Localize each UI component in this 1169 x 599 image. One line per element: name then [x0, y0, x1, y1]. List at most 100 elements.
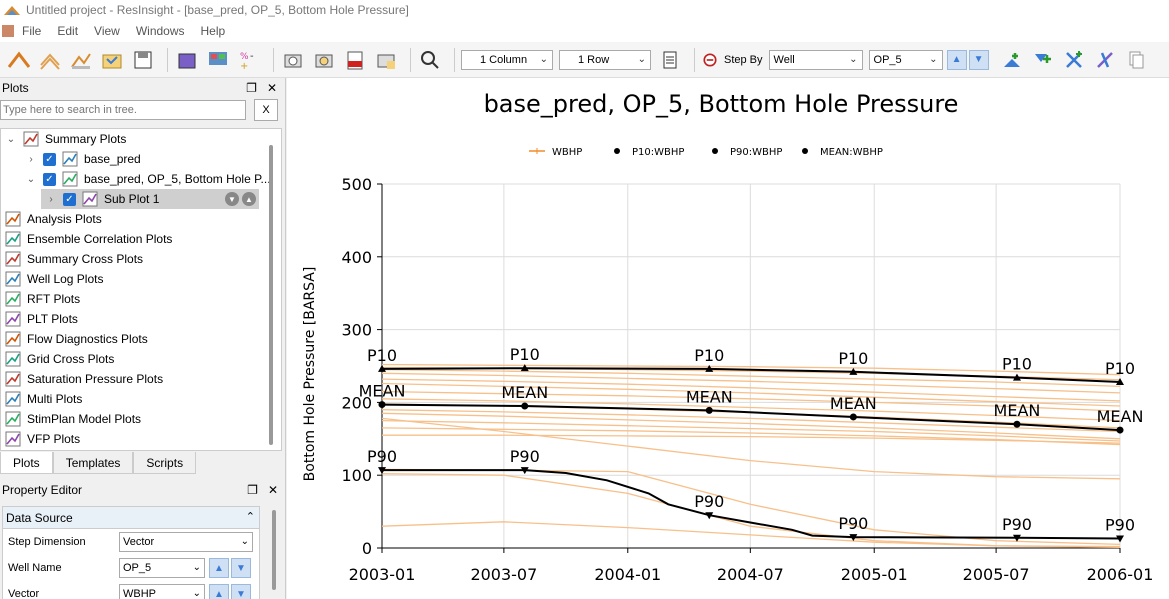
next-well-button[interactable]: ▼ — [968, 49, 989, 70]
copy-button[interactable] — [1123, 47, 1149, 73]
chevron-down-icon[interactable]: ⌄ — [26, 173, 36, 185]
well-name-combo[interactable]: OP_5 ⌄ — [119, 558, 205, 578]
title-bar: Untitled project - ResInsight - [base_pr… — [0, 0, 1169, 20]
x-tick-label: 2006-01 — [1087, 565, 1154, 584]
ensemble-curve — [381, 363, 1121, 376]
plots-dock-header: Plots ❐ ✕ — [0, 78, 285, 98]
plot-type-icon — [5, 391, 21, 407]
well-combo[interactable]: OP_5 ⌄ — [868, 49, 943, 70]
menu-windows[interactable]: Windows — [135, 24, 185, 38]
tree-item[interactable]: › ✓ base_pred — [1, 149, 281, 169]
tree-item[interactable]: Ensemble Correlation Plots — [1, 229, 281, 249]
data-source-header[interactable]: Data Source ⌃ — [3, 507, 259, 529]
step-by-label: Step By — [724, 53, 763, 66]
previous-vector-button[interactable]: ▲ — [209, 584, 229, 599]
data-point — [705, 406, 713, 414]
tree-item[interactable]: Grid Cross Plots — [1, 349, 281, 369]
float-icon[interactable]: ❐ — [246, 81, 257, 95]
tree-item[interactable]: Saturation Pressure Plots — [1, 369, 281, 389]
calculator-button[interactable]: % - + — [236, 47, 262, 73]
ensemble-curve — [381, 427, 1121, 446]
checkbox[interactable]: ✓ — [63, 192, 76, 206]
checkbox[interactable]: ✓ — [43, 152, 56, 166]
y-tick-label: 0 — [362, 539, 372, 558]
columns-combo[interactable]: 1 Column ⌄ — [461, 49, 553, 70]
tree-item[interactable]: ⌄ ✓ base_pred, OP_5, Bottom Hole P... — [1, 169, 281, 189]
add-curve-button[interactable] — [999, 47, 1025, 73]
x-tick-label: 2003-01 — [349, 565, 416, 584]
tree-item[interactable]: RFT Plots — [1, 289, 281, 309]
clear-search-button[interactable]: X — [254, 99, 278, 121]
tree-item[interactable]: › ✓ Sub Plot 1 ▼ ▲ — [41, 189, 259, 209]
close-icon[interactable]: ✕ — [266, 81, 277, 95]
tree-item[interactable]: Analysis Plots — [1, 209, 281, 229]
rows-combo[interactable]: 1 Row ⌄ — [559, 49, 651, 70]
tab-plots[interactable]: Plots — [0, 452, 53, 474]
data-point — [378, 401, 386, 409]
menu-edit[interactable]: Edit — [57, 24, 79, 38]
data-label: MEAN — [501, 383, 548, 402]
previous-well-button[interactable]: ▲ — [209, 558, 229, 578]
previous-well-button[interactable]: ▲ — [946, 49, 967, 70]
svg-text:+: + — [240, 61, 248, 71]
chevron-right-icon[interactable]: › — [49, 193, 53, 205]
import-eclipse-button[interactable] — [6, 47, 32, 73]
open-project-button[interactable] — [99, 47, 125, 73]
new-grid-view-button[interactable] — [205, 47, 231, 73]
collapse-icon[interactable]: ⌃ — [245, 511, 255, 523]
step-by-combo[interactable]: Well ⌄ — [768, 49, 863, 70]
step-dimension-combo[interactable]: Vector ⌄ — [119, 532, 253, 552]
import-ensemble-button[interactable] — [68, 47, 94, 73]
menu-help[interactable]: Help — [200, 24, 226, 38]
chevron-down-icon[interactable]: ⌄ — [6, 133, 16, 145]
cross-plot-button[interactable] — [1061, 47, 1087, 73]
tree-item[interactable]: PLT Plots — [1, 309, 281, 329]
tree-item-label: Flow Diagnostics Plots — [27, 332, 148, 346]
close-icon[interactable]: ✕ — [267, 483, 278, 497]
next-vector-button[interactable]: ▼ — [231, 584, 251, 599]
tree-item[interactable]: StimPlan Model Plots — [1, 409, 281, 429]
tree-item[interactable]: Summary Cross Plots — [1, 249, 281, 269]
ensemble-curve — [381, 372, 1121, 394]
search-input[interactable] — [0, 100, 246, 120]
snapshot-file-button[interactable] — [311, 47, 337, 73]
menu-file[interactable]: File — [22, 24, 42, 38]
tree-item[interactable]: Flow Diagnostics Plots — [1, 329, 281, 349]
add-filter-button[interactable] — [1030, 47, 1056, 73]
tree-item[interactable]: ⌄ Summary Plots — [1, 129, 281, 149]
tree-scrollbar[interactable] — [269, 145, 273, 445]
next-well-button[interactable]: ▼ — [231, 558, 251, 578]
data-point — [378, 467, 386, 475]
data-label: MEAN — [1097, 407, 1144, 426]
tab-scripts[interactable]: Scripts — [133, 452, 197, 474]
move-down-icon[interactable]: ▼ — [225, 192, 239, 206]
save-project-button[interactable] — [130, 47, 156, 73]
snapshot-all-button[interactable] — [373, 47, 399, 73]
checkbox[interactable]: ✓ — [43, 172, 56, 186]
import-summary-button[interactable] — [37, 47, 63, 73]
tree-item[interactable]: Well Log Plots — [1, 269, 281, 289]
summary-plot[interactable]: base_pred, OP_5, Bottom Hole Pressure WB… — [287, 78, 1169, 599]
copy-icon — [1129, 51, 1144, 68]
tree-item-label: Saturation Pressure Plots — [27, 372, 164, 386]
ensemble-curve — [381, 419, 1121, 442]
tree-item[interactable]: VFP Plots — [1, 429, 281, 449]
vector-combo[interactable]: WBHP ⌄ — [119, 584, 205, 599]
step-stop-icon — [701, 47, 719, 73]
export-pdf-button[interactable] — [342, 47, 368, 73]
menu-view[interactable]: View — [94, 24, 120, 38]
snapshot-button[interactable] — [280, 47, 306, 73]
page-layout-button[interactable] — [657, 47, 683, 73]
move-up-icon[interactable]: ▲ — [242, 192, 256, 206]
property-scrollbar[interactable] — [272, 510, 276, 590]
legend-entry: MEAN:WBHP — [802, 147, 883, 158]
chevron-right-icon[interactable]: › — [29, 153, 33, 165]
tab-templates[interactable]: Templates — [52, 452, 134, 474]
float-icon[interactable]: ❐ — [247, 483, 258, 497]
ensemble-curve — [381, 378, 1121, 402]
rows-value: 1 Row — [578, 53, 610, 66]
zoom-all-button[interactable] — [417, 47, 443, 73]
tree-item[interactable]: Multi Plots — [1, 389, 281, 409]
new-3d-view-button[interactable] — [174, 47, 200, 73]
analysis-plot-button[interactable] — [1092, 47, 1118, 73]
